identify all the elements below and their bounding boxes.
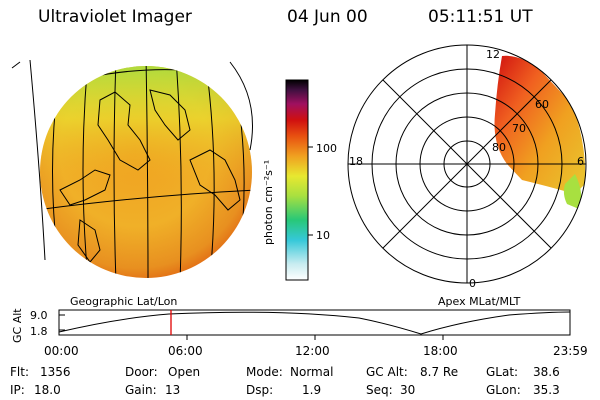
mlat-label-70: 70 (512, 122, 526, 135)
footer-mode-val: Normal (290, 365, 334, 379)
globe-outer-lines (11, 59, 253, 261)
altitude-timeline (58, 309, 571, 340)
polar-grid (347, 44, 587, 284)
time-tick-0000: 00:00 (44, 344, 79, 358)
time-tick-1800: 18:00 (423, 344, 458, 358)
time-tick-0600: 06:00 (168, 344, 203, 358)
footer-dsp-val: 1.9 (302, 383, 322, 397)
footer-mode-key: Mode: (246, 365, 283, 379)
footer-dsp-key: Dsp: (246, 383, 274, 397)
polar-mlat-mlt-plot (347, 44, 587, 284)
mlt-label-0: 0 (469, 277, 476, 290)
footer-flt-val: 1356 (40, 365, 71, 379)
altitude-ytick-high: 9.0 (30, 309, 48, 322)
footer-door-val: Open (168, 365, 201, 379)
colorbar-tick-10: 10 (316, 229, 330, 242)
mlt-label-18: 18 (349, 155, 363, 168)
footer-seq-key: Seq: (366, 383, 393, 397)
footer-gcalt-val: 8.7 Re (420, 365, 459, 379)
mlat-label-60: 60 (535, 98, 549, 111)
colorbar-tick-100: 100 (316, 142, 337, 155)
footer-ip-val: 18.0 (34, 383, 61, 397)
auroral-oval (494, 55, 586, 209)
time-tick-2359: 23:59 (553, 344, 588, 358)
footer-ip-key: IP: (10, 383, 25, 397)
instrument-title: Ultraviolet Imager (38, 7, 192, 27)
footer-glon-val: 35.3 (533, 383, 560, 397)
mlt-label-6: 6 (577, 155, 584, 168)
mlt-label-12: 12 (486, 48, 500, 61)
observation-date: 04 Jun 00 (287, 7, 368, 27)
footer-gain-val: 13 (165, 383, 181, 397)
coastlines (59, 89, 241, 263)
polar-panel-label: Apex MLat/MLT (438, 295, 521, 308)
footer-glat-val: 38.6 (533, 365, 560, 379)
geo-panel-label: Geographic Lat/Lon (70, 295, 178, 308)
colorbar (285, 79, 313, 281)
footer-gcalt-key: GC Alt: (366, 365, 408, 379)
footer-door-key: Door: (125, 365, 158, 379)
colorbar-gradient (285, 79, 309, 281)
footer-glat-key: GLat: (486, 365, 519, 379)
footer-flt-key: Flt: (10, 365, 29, 379)
altitude-curve (58, 311, 571, 335)
time-tick-1200: 12:00 (295, 344, 330, 358)
mlat-label-80: 80 (492, 141, 506, 154)
altitude-axis-label: GC Alt (11, 308, 24, 343)
footer-glon-key: GLon: (486, 383, 521, 397)
altitude-ytick-low: 1.8 (30, 325, 48, 338)
footer-gain-key: Gain: (125, 383, 157, 397)
footer-seq-val: 30 (400, 383, 416, 397)
globe-disk (40, 66, 252, 278)
observation-time: 05:11:51 UT (428, 7, 533, 27)
colorbar-unit-label: photon cm⁻²s⁻¹ (262, 159, 275, 245)
